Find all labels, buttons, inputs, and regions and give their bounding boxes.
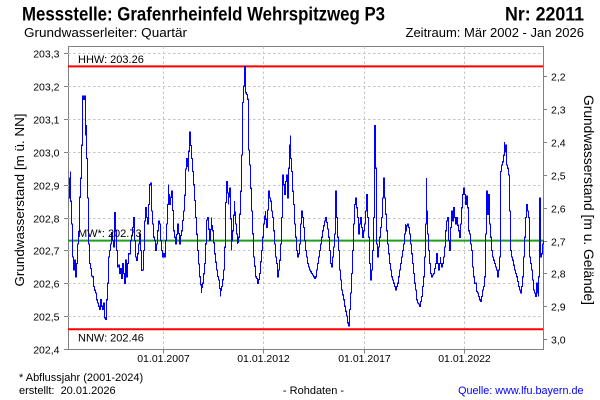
- svg-text:Zeitraum: Mär 2002 - Jan 2026: Zeitraum: Mär 2002 - Jan 2026: [406, 25, 584, 40]
- svg-text:* Abflussjahr (2001-2024): * Abflussjahr (2001-2024): [19, 372, 143, 384]
- svg-text:01.01.2007: 01.01.2007: [137, 353, 190, 365]
- svg-text:2,2: 2,2: [551, 71, 566, 83]
- svg-text:2,8: 2,8: [551, 268, 566, 280]
- svg-text:Messstelle: Grafenrheinfeld We: Messstelle: Grafenrheinfeld Wehrspitzweg…: [22, 5, 385, 26]
- svg-text:202,8: 202,8: [33, 213, 59, 225]
- svg-text:2,4: 2,4: [551, 137, 566, 149]
- svg-text:01.01.2012: 01.01.2012: [237, 353, 290, 365]
- svg-text:202,6: 202,6: [33, 278, 59, 290]
- svg-text:202,4: 202,4: [33, 344, 59, 356]
- svg-text:Quelle: www.lfu.bayern.de: Quelle: www.lfu.bayern.de: [458, 385, 583, 397]
- svg-text:- Rohdaten -: - Rohdaten -: [283, 385, 344, 397]
- svg-text:NNW: 202.46: NNW: 202.46: [78, 332, 144, 344]
- svg-text:202,7: 202,7: [33, 245, 59, 257]
- svg-text:erstellt: 20.01.2026: erstellt: 20.01.2026: [19, 385, 116, 397]
- svg-text:203,3: 203,3: [33, 48, 59, 60]
- svg-text:203,1: 203,1: [33, 114, 59, 126]
- svg-text:Grundwasserstand [m ü. NN]: Grundwasserstand [m ü. NN]: [12, 114, 27, 287]
- svg-text:2,6: 2,6: [551, 203, 566, 215]
- svg-text:2,9: 2,9: [551, 301, 566, 313]
- svg-text:Grundwasserleiter: Quartär: Grundwasserleiter: Quartär: [24, 25, 188, 40]
- svg-text:203,0: 203,0: [33, 147, 59, 159]
- svg-text:HHW: 203.26: HHW: 203.26: [78, 54, 144, 66]
- svg-text:MW*: 202.73: MW*: 202.73: [78, 228, 142, 240]
- svg-text:203,2: 203,2: [33, 81, 59, 93]
- svg-text:3,0: 3,0: [551, 334, 566, 346]
- svg-text:2,7: 2,7: [551, 236, 566, 248]
- svg-text:2,3: 2,3: [551, 104, 566, 116]
- svg-text:202,9: 202,9: [33, 180, 59, 192]
- svg-text:Grundwasserstand [m u. Gelände: Grundwasserstand [m u. Gelände]: [581, 95, 596, 305]
- svg-text:Nr: 22011: Nr: 22011: [505, 5, 584, 26]
- svg-text:202,5: 202,5: [33, 311, 59, 323]
- svg-text:01.01.2017: 01.01.2017: [338, 353, 391, 365]
- svg-text:2,5: 2,5: [551, 170, 566, 182]
- svg-text:01.01.2022: 01.01.2022: [438, 353, 491, 365]
